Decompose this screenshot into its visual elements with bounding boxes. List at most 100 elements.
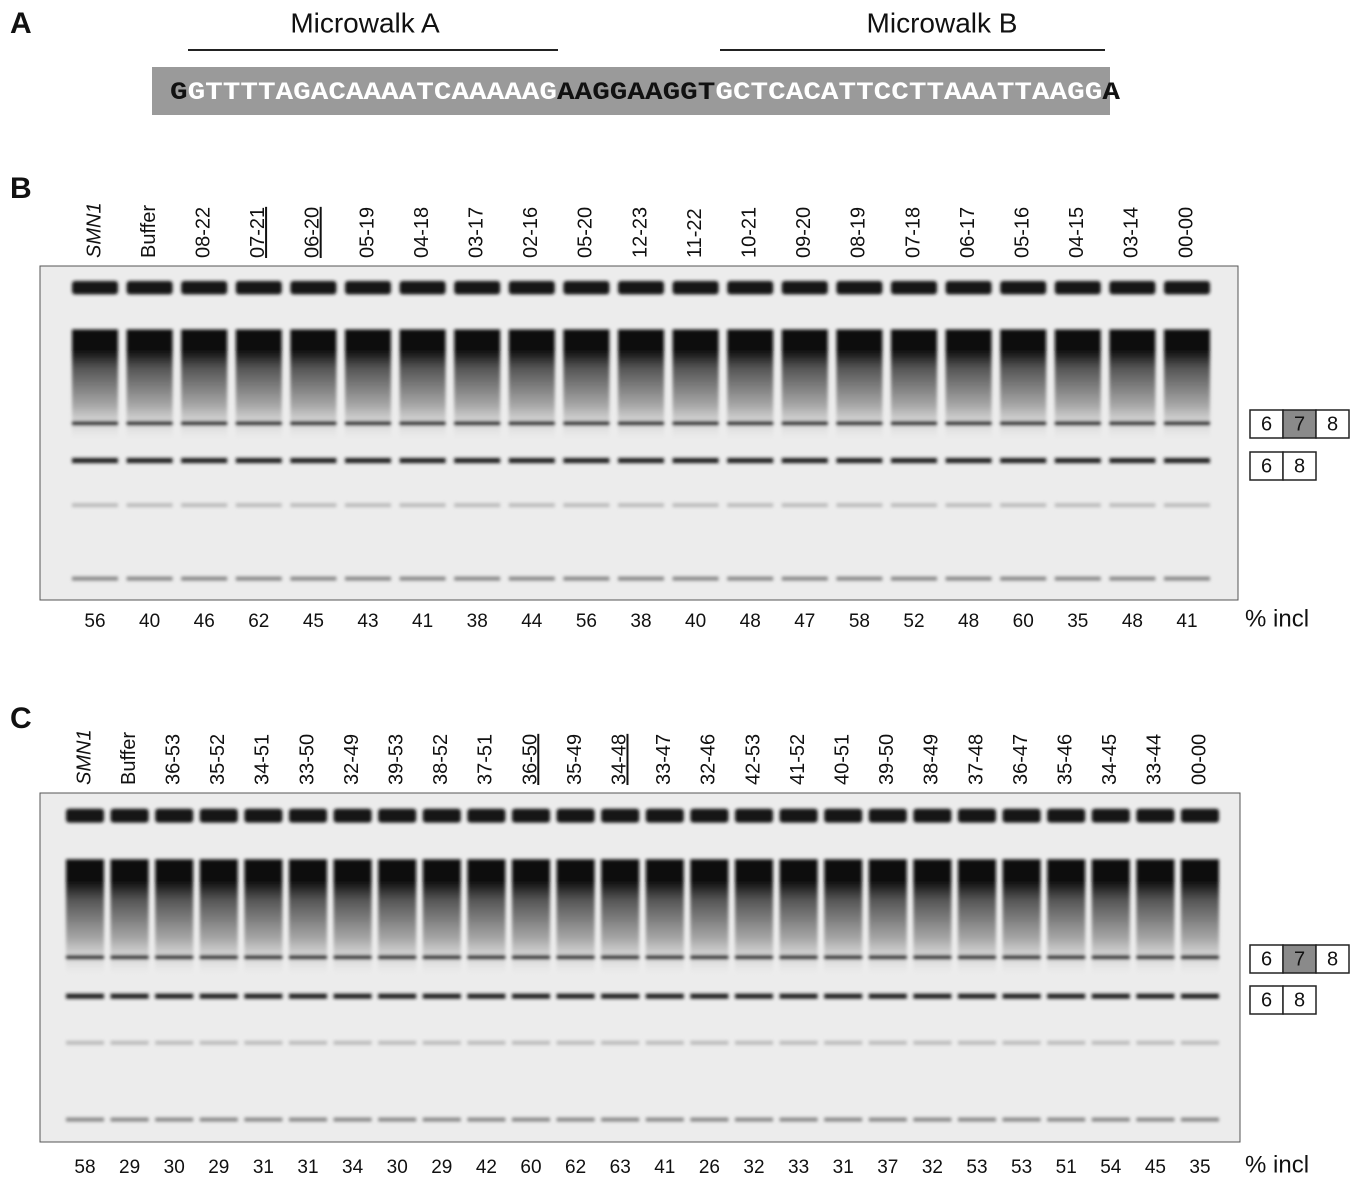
lane-label: 42-53 xyxy=(742,734,764,785)
lane-label: 05-16 xyxy=(1011,207,1033,258)
lane-skipped-band xyxy=(508,458,555,464)
lane-skipped-band xyxy=(1164,458,1210,464)
exon-box xyxy=(1249,409,1284,439)
lane-label: 00-00 xyxy=(1188,734,1210,785)
sequence-segment: GCTCACATTCCTTAAATTAAGG xyxy=(715,78,1102,107)
inclusion-value: 41 xyxy=(1176,611,1197,632)
lane-bottom-band xyxy=(378,1117,417,1122)
lane-label: 05-19 xyxy=(356,207,378,258)
lane-top-band xyxy=(378,808,417,823)
exon-box xyxy=(1282,985,1317,1015)
lane-bottom-band xyxy=(618,576,664,581)
lane-faint-band xyxy=(422,1040,461,1045)
lane-included-band xyxy=(508,421,555,426)
lane-bottom-band xyxy=(958,1117,996,1122)
lane-included-band xyxy=(422,955,461,960)
lane-faint-band xyxy=(345,503,391,508)
lane-top-band xyxy=(1000,281,1047,295)
lane-included-band xyxy=(781,421,828,426)
lane-faint-band xyxy=(508,503,555,508)
lane-skipped-band xyxy=(735,993,773,999)
lane-skipped-band xyxy=(779,993,818,999)
lane-skipped-band xyxy=(155,993,194,999)
lane-faint-band xyxy=(945,503,992,508)
lane-bottom-band xyxy=(467,1117,506,1122)
lane-bottom-band xyxy=(110,1117,149,1122)
lane-label: 04-18 xyxy=(411,207,433,258)
lane-top-band xyxy=(512,808,550,823)
lane-included-band xyxy=(645,955,684,960)
lane-included-band xyxy=(199,955,238,960)
inclusion-value: 48 xyxy=(1122,611,1143,632)
exon-box xyxy=(1282,451,1317,481)
exon-box xyxy=(1249,944,1284,974)
exon-box xyxy=(1315,944,1350,974)
lane-included-band xyxy=(556,955,595,960)
lane-skipped-band xyxy=(333,993,372,999)
lane-top-band xyxy=(110,808,149,823)
lane-faint-band xyxy=(235,503,282,508)
inclusion-value: 62 xyxy=(565,1157,586,1178)
exon-number: 6 xyxy=(1261,455,1272,477)
lane-included-band xyxy=(235,421,282,426)
lane-top-band xyxy=(126,281,173,295)
lane-label: 06-20 xyxy=(302,207,324,258)
lane-label: SMN1 xyxy=(83,202,105,258)
inclusion-value: 62 xyxy=(248,611,269,632)
lane-top-band xyxy=(1091,808,1130,823)
lane-bottom-band xyxy=(508,576,555,581)
exon-box xyxy=(1249,451,1284,481)
lane-label: 05-20 xyxy=(575,207,597,258)
lane-label: 37-51 xyxy=(475,734,497,785)
microwalk-label: Microwalk A xyxy=(290,7,440,38)
lane-included-band xyxy=(1054,421,1101,426)
lane-top-band xyxy=(289,808,327,823)
lane-skipped-band xyxy=(781,458,828,464)
lane-bottom-band xyxy=(422,1117,461,1122)
lane-faint-band xyxy=(958,1040,996,1045)
lane-label: 33-47 xyxy=(653,734,675,785)
inclusion-value: 31 xyxy=(297,1157,318,1178)
lane-top-band xyxy=(1109,281,1156,295)
lane-faint-band xyxy=(690,1040,729,1045)
inclusion-value: 29 xyxy=(208,1157,229,1178)
lane-faint-band xyxy=(556,1040,595,1045)
lane-label: 35-49 xyxy=(564,734,586,785)
lane-faint-band xyxy=(72,503,118,508)
lane-label: 07-18 xyxy=(902,207,924,258)
lane-bottom-band xyxy=(454,576,501,581)
lane-label: 08-19 xyxy=(848,207,870,258)
lane-bottom-band xyxy=(512,1117,550,1122)
lane-top-band xyxy=(1181,808,1219,823)
lane-top-band xyxy=(601,808,640,823)
lane-label: 36-47 xyxy=(1010,734,1032,785)
lane-faint-band xyxy=(891,503,937,508)
lane-label: 02-16 xyxy=(520,207,542,258)
exon-number: 7 xyxy=(1294,948,1305,970)
lane-included-band xyxy=(958,955,996,960)
lane-top-band xyxy=(181,281,228,295)
lane-faint-band xyxy=(824,1040,863,1045)
inclusion-value: 41 xyxy=(412,611,433,632)
lane-top-band xyxy=(454,281,501,295)
lane-top-band xyxy=(891,281,937,295)
lane-included-band xyxy=(72,421,118,426)
sequence-segment: A xyxy=(1102,78,1120,107)
lane-top-band xyxy=(868,808,907,823)
lane-skipped-band xyxy=(1181,993,1219,999)
lane-top-band xyxy=(155,808,194,823)
lane-label: 41-52 xyxy=(787,734,809,785)
lane-bottom-band xyxy=(913,1117,952,1122)
lane-faint-band xyxy=(1000,503,1047,508)
lane-skipped-band xyxy=(727,458,774,464)
lane-faint-band xyxy=(563,503,610,508)
lane-label: 37-48 xyxy=(965,734,987,785)
lane-included-band xyxy=(378,955,417,960)
lane-faint-band xyxy=(735,1040,773,1045)
lane-faint-band xyxy=(1136,1040,1175,1045)
lane-included-band xyxy=(66,955,104,960)
lane-skipped-band xyxy=(1091,993,1130,999)
lane-top-band xyxy=(333,808,372,823)
lane-faint-band xyxy=(512,1040,550,1045)
lane-label: 34-51 xyxy=(252,734,274,785)
